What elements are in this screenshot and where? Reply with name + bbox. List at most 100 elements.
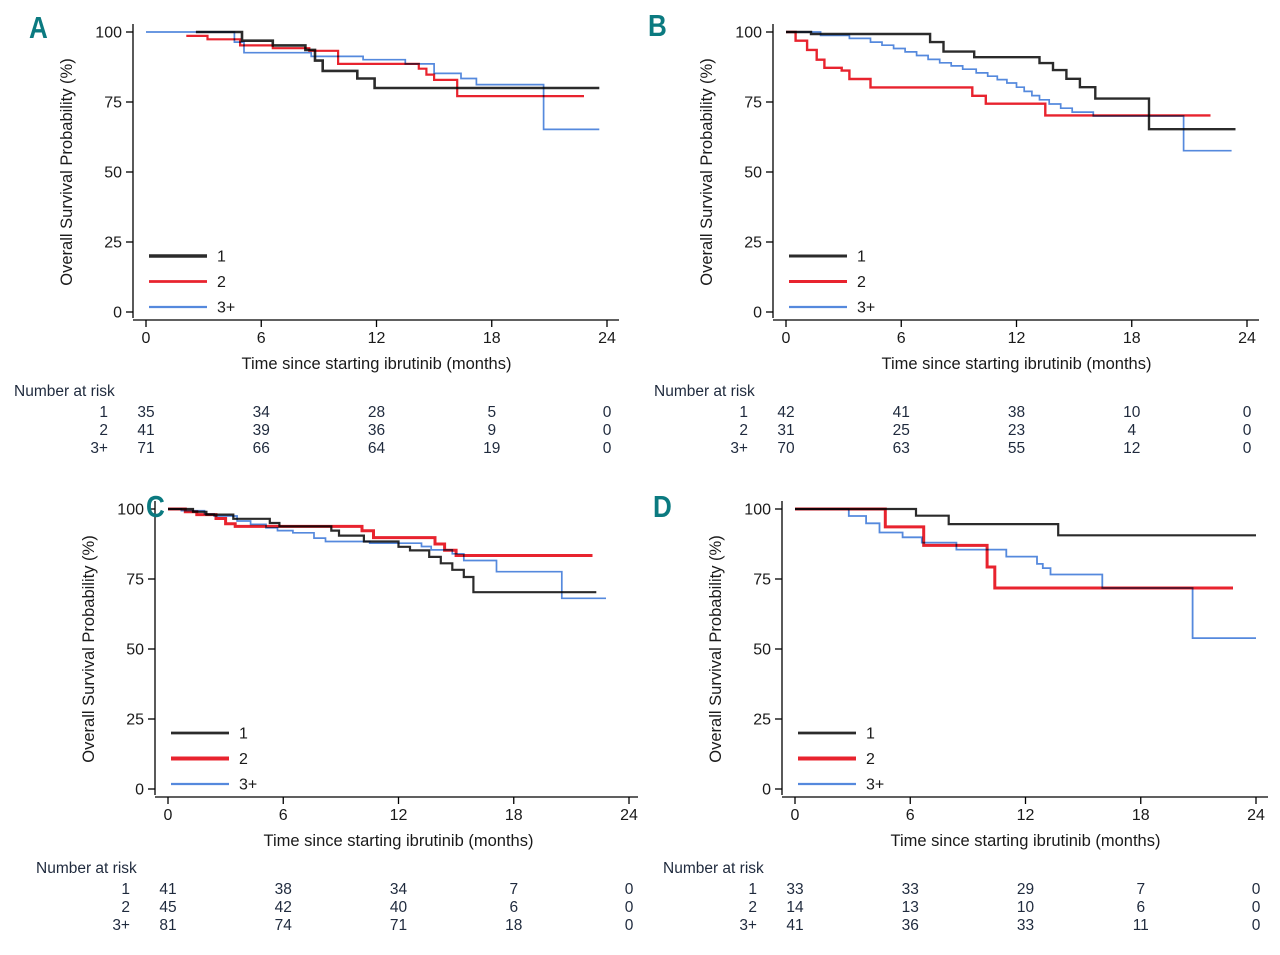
legend-label-2-d: 2 [866, 751, 875, 768]
km-curve-1-c [168, 507, 597, 594]
x-tick-label-12-b: 12 [1008, 330, 1026, 347]
risk-value-d-1-t0: 33 [786, 881, 803, 898]
legend-label-3+-d: 3+ [866, 777, 884, 794]
risk-row-label-3+-d: 3+ [739, 917, 757, 934]
risk-value-c-1-t6: 38 [275, 881, 292, 898]
risk-value-d-3+-t18: 11 [1133, 917, 1149, 934]
x-axis-title-b: Time since starting ibrutinib (months) [882, 355, 1152, 373]
km-curve-2-d [795, 507, 1233, 590]
x-tick-label-0-a: 0 [142, 330, 151, 347]
y-tick-label-100-b: 100 [735, 25, 762, 42]
y-tick-label-25-a: 25 [104, 235, 122, 252]
y-tick-label-75-b: 75 [744, 95, 762, 112]
risk-value-a-1-t18: 5 [487, 404, 496, 421]
risk-value-b-1-t24: 0 [1243, 404, 1252, 421]
risk-value-a-3+-t24: 0 [603, 440, 612, 457]
km-curve-1-a [195, 30, 600, 90]
risk-row-label-2-d: 2 [748, 899, 757, 916]
y-tick-label-100-d: 100 [744, 502, 771, 519]
x-tick-label-0-d: 0 [791, 807, 800, 824]
risk-value-c-3+-t0: 81 [159, 917, 176, 934]
risk-value-b-2-t0: 31 [777, 422, 794, 439]
legend-label-1-d: 1 [866, 726, 875, 743]
y-tick-label-75-d: 75 [753, 572, 771, 589]
risk-value-a-3+-t12: 64 [368, 440, 386, 457]
risk-value-d-1-t24: 0 [1252, 881, 1261, 898]
legend-label-2-c: 2 [239, 751, 248, 768]
panel-a: 0 25 50 75 100 0 6 12 18 24 Overall Survival Proba… [0, 0, 640, 478]
x-tick-label-24-d: 24 [1247, 807, 1265, 824]
x-axis-title-d: Time since starting ibrutinib (months) [891, 832, 1161, 850]
y-tick-label-0-d: 0 [762, 782, 771, 799]
risk-value-a-2-t24: 0 [603, 422, 612, 439]
y-axis-title-c: Overall Survival Probability (%) [80, 535, 98, 762]
km-curve-3+-b [786, 31, 1232, 152]
risk-row-label-3+-c: 3+ [112, 917, 130, 934]
x-tick-label-24-a: 24 [598, 330, 616, 347]
y-tick-label-25-d: 25 [753, 712, 771, 729]
km-curve-1-d [795, 507, 1256, 537]
risk-value-c-1-t24: 0 [625, 881, 634, 898]
x-tick-label-18-a: 18 [483, 330, 501, 347]
panel-d-letter: D [653, 489, 672, 524]
risk-table-title-a: Number at risk [14, 383, 115, 400]
km-curve-3+-c [168, 508, 606, 600]
risk-value-c-2-t6: 42 [275, 899, 292, 916]
risk-value-a-1-t0: 35 [137, 404, 154, 421]
risk-row-label-1-d: 1 [748, 881, 757, 898]
x-tick-label-6-a: 6 [257, 330, 266, 347]
risk-value-b-2-t24: 0 [1243, 422, 1252, 439]
risk-value-c-1-t0: 41 [159, 881, 176, 898]
legend-label-3+-c: 3+ [239, 777, 257, 794]
risk-row-label-2-a: 2 [99, 422, 108, 439]
y-tick-label-50-a: 50 [104, 165, 122, 182]
legend-label-1-c: 1 [239, 726, 248, 743]
legend-label-1-a: 1 [217, 249, 226, 266]
x-tick-label-12-c: 12 [390, 807, 408, 824]
x-tick-label-18-b: 18 [1123, 330, 1141, 347]
risk-row-label-1-c: 1 [121, 881, 130, 898]
risk-value-b-3+-t0: 70 [777, 440, 795, 457]
risk-value-d-1-t12: 29 [1017, 881, 1034, 898]
risk-value-a-1-t6: 34 [253, 404, 271, 421]
panel-d: 0 25 50 75 100 0 6 12 18 24 Overall Survival Proba… [640, 477, 1280, 955]
risk-value-d-2-t6: 13 [902, 899, 919, 916]
y-tick-label-75-c: 75 [126, 572, 144, 589]
risk-value-d-3+-t6: 36 [902, 917, 919, 934]
risk-value-b-3+-t6: 63 [893, 440, 910, 457]
risk-value-a-2-t12: 36 [368, 422, 385, 439]
y-axis-title-b: Overall Survival Probability (%) [698, 58, 716, 285]
x-tick-label-12-d: 12 [1017, 807, 1035, 824]
risk-row-label-3+-a: 3+ [90, 440, 108, 457]
x-tick-label-24-c: 24 [620, 807, 638, 824]
risk-value-d-1-t6: 33 [902, 881, 919, 898]
risk-value-d-3+-t12: 33 [1017, 917, 1034, 934]
risk-value-d-2-t12: 10 [1017, 899, 1035, 916]
risk-value-b-3+-t12: 55 [1008, 440, 1025, 457]
y-tick-label-50-b: 50 [744, 165, 762, 182]
x-axis-title-a: Time since starting ibrutinib (months) [242, 355, 512, 373]
legend-label-2-a: 2 [217, 274, 226, 291]
risk-value-c-3+-t12: 71 [390, 917, 407, 934]
risk-row-label-2-b: 2 [739, 422, 748, 439]
risk-table-title-d: Number at risk [663, 860, 764, 877]
risk-value-c-2-t18: 6 [509, 899, 518, 916]
x-tick-label-18-d: 18 [1132, 807, 1150, 824]
risk-value-b-2-t12: 23 [1008, 422, 1025, 439]
risk-value-a-2-t18: 9 [487, 422, 496, 439]
risk-value-b-1-t12: 38 [1008, 404, 1025, 421]
risk-value-c-1-t12: 34 [390, 881, 408, 898]
x-tick-label-6-d: 6 [906, 807, 915, 824]
y-tick-label-0-c: 0 [135, 782, 144, 799]
risk-table-title-c: Number at risk [36, 860, 137, 877]
km-curve-2-a [186, 34, 584, 98]
legend-label-3+-b: 3+ [857, 300, 875, 317]
km-curve-3+-a [146, 31, 600, 131]
risk-value-d-2-t24: 0 [1252, 899, 1261, 916]
risk-value-b-1-t18: 10 [1123, 404, 1141, 421]
y-tick-label-25-c: 25 [126, 712, 144, 729]
km-curve-3+-d [795, 508, 1256, 639]
